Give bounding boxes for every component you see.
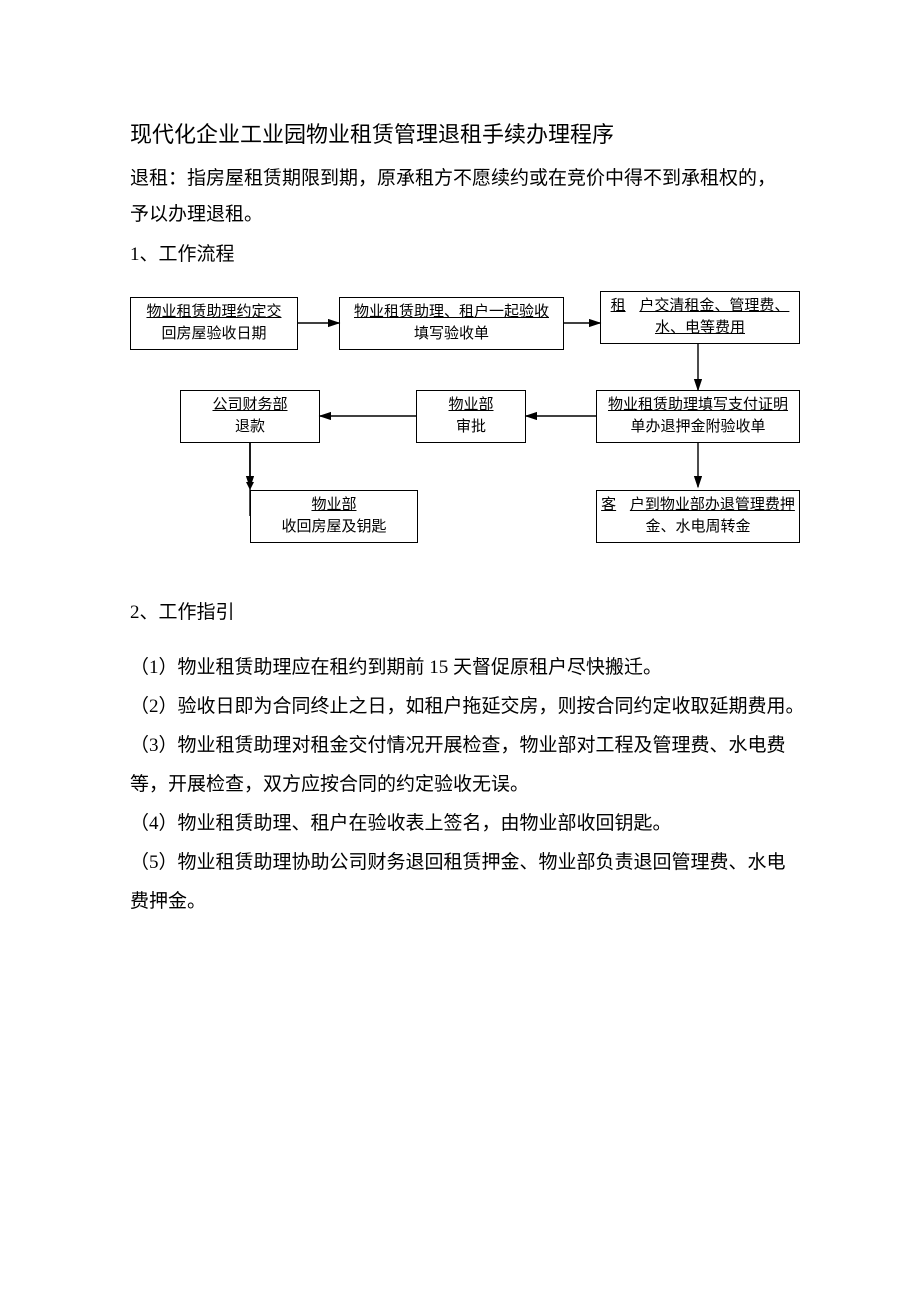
node-text: 户到物业部办退管理费押 xyxy=(630,497,795,513)
node-text: 收回房屋及钥匙 xyxy=(281,519,386,535)
node-text: 物业租赁助理约定交 xyxy=(146,304,281,320)
document-title: 现代化企业工业园物业租赁管理退租手续办理程序 xyxy=(130,115,805,155)
flow-node-schedule-inspection: 物业租赁助理约定交 回房屋验收日期 xyxy=(130,297,298,351)
node-text: 填写验收单 xyxy=(414,326,489,342)
node-text: 单办退押金附验收单 xyxy=(630,419,765,435)
intro-text: 退租：指房屋租赁期限到期，原承租方不愿续约或在竞价中得不到承租权的， 予以办理退… xyxy=(130,161,805,233)
flow-node-customer-refund: 客 户到物业部办退管理费押 金、水电周转金 xyxy=(596,490,800,544)
node-text: 物业部 xyxy=(448,397,493,413)
node-text: 物业租赁助理填写支付证明 xyxy=(608,397,788,413)
flow-node-property-approve: 物业部 审批 xyxy=(416,390,526,444)
node-text: 物业部 xyxy=(311,497,356,513)
flow-node-recover-keys: 物业部 收回房屋及钥匙 xyxy=(250,490,418,544)
guidelines-list: （1）物业租赁助理应在租约到期前 15 天督促原租户尽快搬迁。 （2）验收日即为… xyxy=(130,649,805,922)
flow-node-payment-proof: 物业租赁助理填写支付证明 单办退押金附验收单 xyxy=(596,390,800,444)
section-2-heading: 2、工作指引 xyxy=(130,595,805,631)
intro-line-1: 退租：指房屋租赁期限到期，原承租方不愿续约或在竞价中得不到承租权的， xyxy=(130,168,776,189)
node-text: 回房屋验收日期 xyxy=(161,326,266,342)
node-text: 审批 xyxy=(456,419,486,435)
guideline-item: （4）物业租赁助理、租户在验收表上签名，由物业部收回钥匙。 xyxy=(130,805,805,844)
flow-node-joint-inspection: 物业租赁助理、租户一起验收 填写验收单 xyxy=(339,297,564,351)
guideline-item: （2）验收日即为合同终止之日，如租户拖延交房，则按合同约定收取延期费用。 xyxy=(130,688,805,727)
guideline-item: 费押金。 xyxy=(130,883,805,922)
node-text: 金、水电周转金 xyxy=(645,519,750,535)
node-text: 客 xyxy=(601,497,616,513)
section-1-heading: 1、工作流程 xyxy=(130,237,805,273)
guideline-item: （5）物业租赁助理协助公司财务退回租赁押金、物业部负责退回管理费、水电 xyxy=(130,844,805,883)
guideline-item: （3）物业租赁助理对租金交付情况开展检查，物业部对工程及管理费、水电费 xyxy=(130,727,805,766)
node-text: 退款 xyxy=(235,419,265,435)
document-page: 现代化企业工业园物业租赁管理退租手续办理程序 退租：指房屋租赁期限到期，原承租方… xyxy=(0,0,920,1301)
guideline-item: （1）物业租赁助理应在租约到期前 15 天督促原租户尽快搬迁。 xyxy=(130,649,805,688)
intro-line-2: 予以办理退租。 xyxy=(130,204,263,225)
node-text: 公司财务部 xyxy=(212,397,287,413)
node-text: 物业租赁助理、租户一起验收 xyxy=(354,304,549,320)
flow-node-finance-refund: 公司财务部 退款 xyxy=(180,390,320,444)
node-text: 水、电等费用 xyxy=(655,320,745,336)
node-text: 户交清租金、管理费、 xyxy=(639,298,789,314)
flow-node-tenant-clear-fees: 租 户交清租金、管理费、 水、电等费用 xyxy=(600,291,800,345)
guideline-item: 等，开展检查，双方应按合同的约定验收无误。 xyxy=(130,766,805,805)
flowchart: 物业租赁助理约定交 回房屋验收日期 物业租赁助理、租户一起验收 填写验收单 租 … xyxy=(130,287,810,577)
node-text: 租 xyxy=(611,298,626,314)
